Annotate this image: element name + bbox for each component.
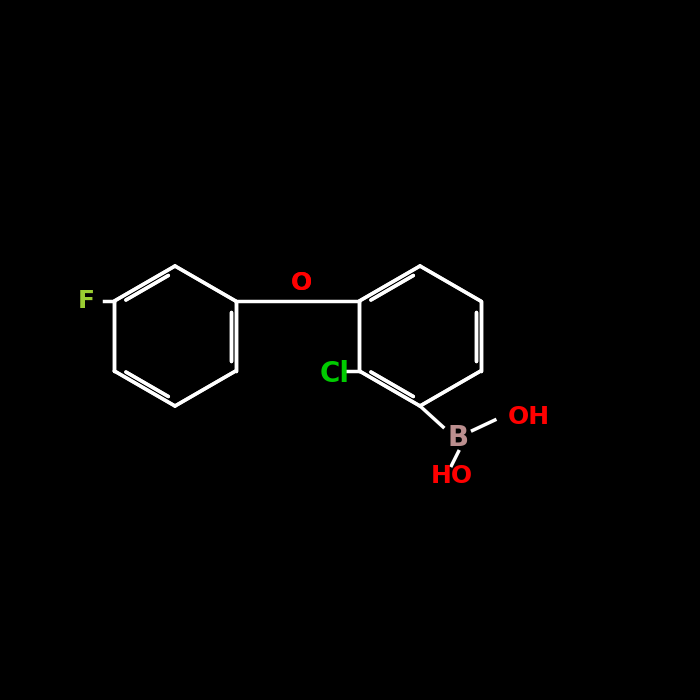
Text: F: F	[78, 289, 95, 313]
Text: B: B	[448, 424, 469, 452]
Text: Cl: Cl	[320, 360, 350, 388]
Text: OH: OH	[508, 405, 550, 428]
Text: HO: HO	[430, 464, 473, 488]
Text: O: O	[290, 272, 312, 295]
Text: O: O	[290, 272, 312, 295]
